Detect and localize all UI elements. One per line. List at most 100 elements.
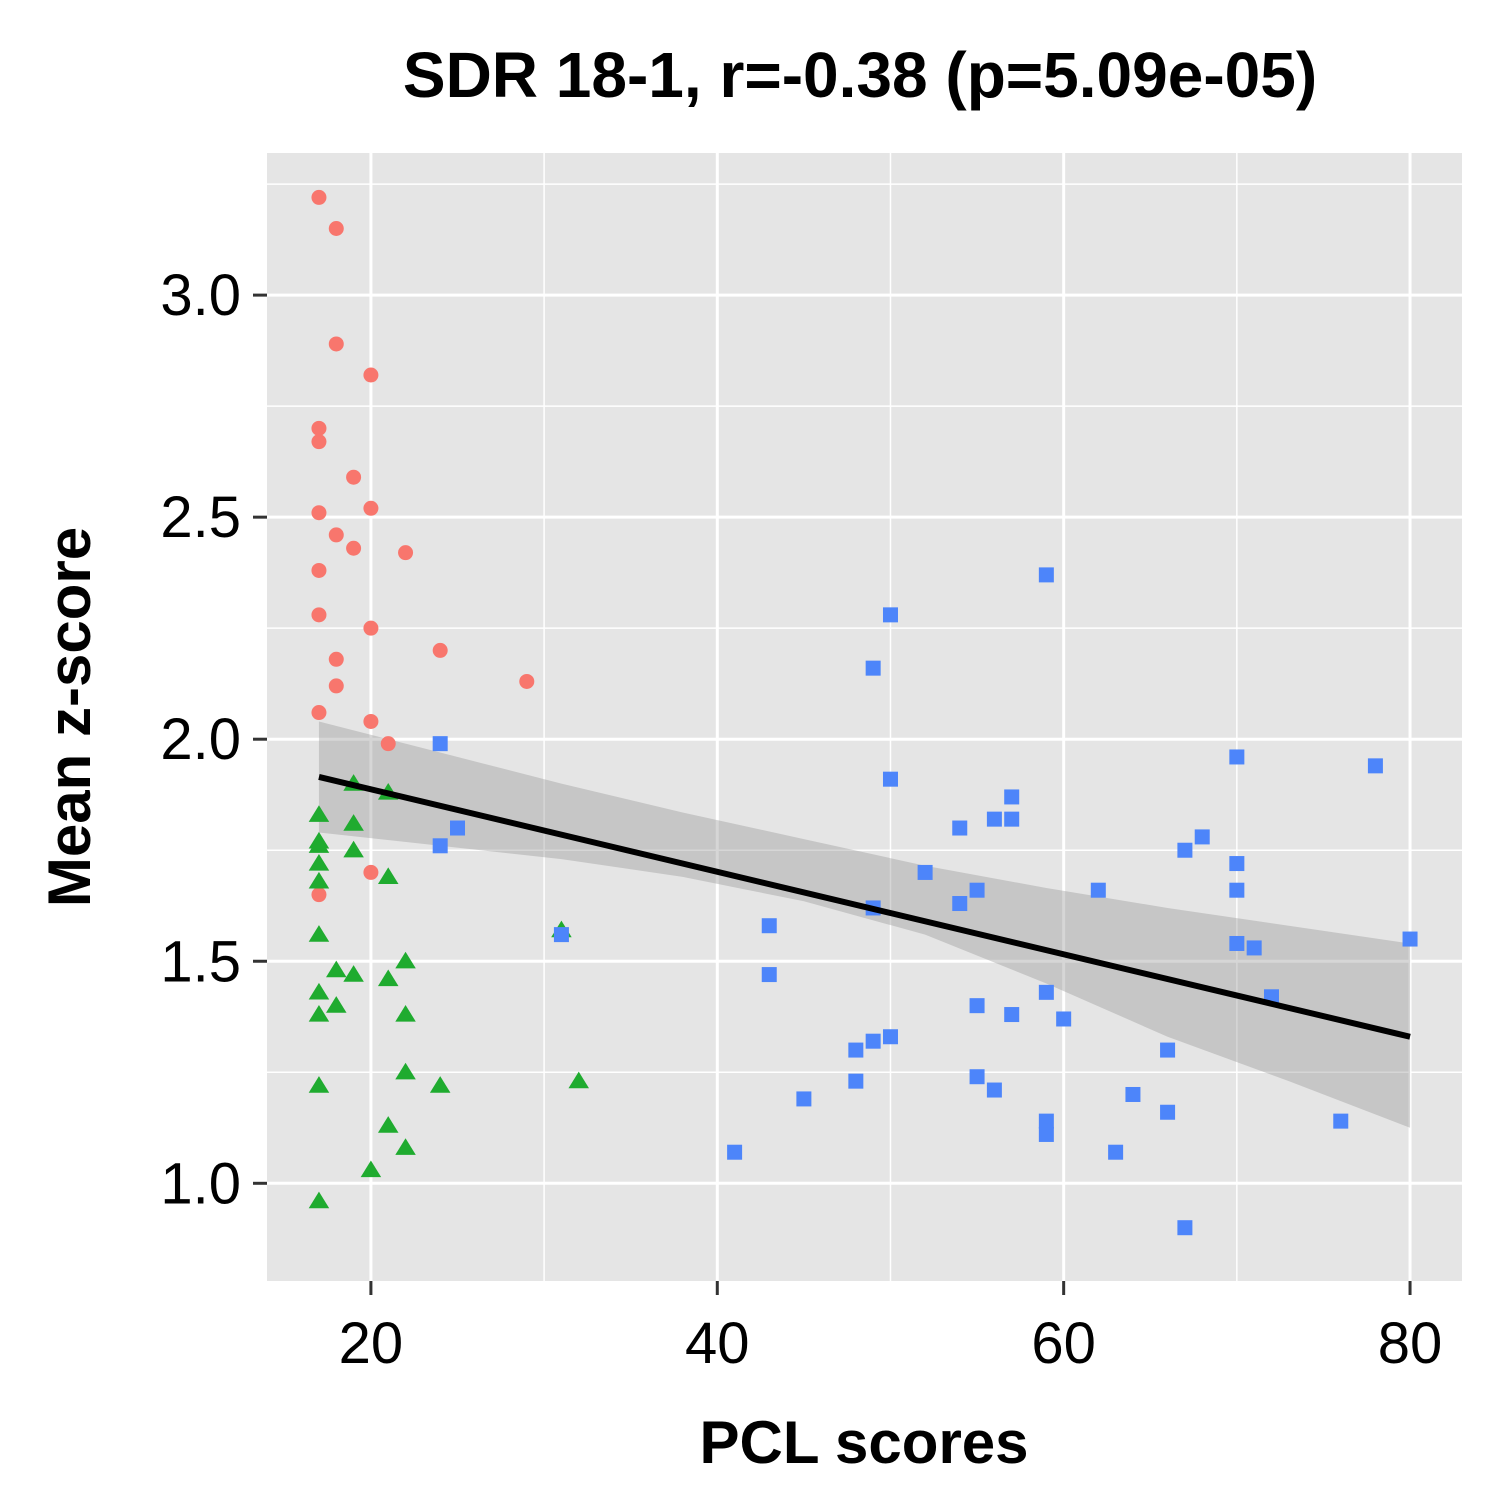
data-point-square	[727, 1144, 743, 1160]
data-point-triangle	[308, 982, 330, 1000]
data-point-triangle	[308, 1076, 330, 1093]
regression-line	[318, 774, 1411, 1040]
data-point-square	[969, 1069, 985, 1085]
data-point-circle	[380, 736, 396, 752]
data-point-triangle	[343, 840, 364, 858]
data-point-circle	[519, 673, 535, 689]
x-tick-label: 80	[1378, 1311, 1443, 1376]
data-point-square	[1038, 1113, 1054, 1129]
fit-line-layer	[318, 774, 1411, 1040]
data-point-circle	[363, 713, 379, 729]
data-point-triangle	[326, 960, 347, 978]
data-point-square	[917, 864, 933, 880]
data-point-square	[1038, 567, 1054, 583]
data-point-circle	[311, 505, 327, 521]
plot-panel	[267, 153, 1462, 1281]
data-point-square	[1004, 1007, 1020, 1023]
data-point-square	[761, 967, 777, 983]
data-point-triangle	[308, 1005, 330, 1022]
data-point-circle	[363, 500, 379, 516]
data-point-square	[848, 1073, 864, 1089]
data-point-square	[1177, 842, 1193, 858]
data-point-triangle	[568, 1071, 589, 1089]
data-point-circle	[346, 540, 362, 556]
data-point-square	[553, 927, 569, 943]
data-point-circle	[311, 562, 327, 578]
grid-minor	[267, 153, 1462, 1281]
data-point-triangle	[395, 951, 416, 969]
data-point-square	[969, 998, 985, 1014]
data-point-square	[450, 820, 466, 836]
data-point-square	[1246, 940, 1262, 956]
data-point-square	[1229, 856, 1245, 872]
data-point-circle	[311, 887, 327, 903]
data-point-square	[1108, 1144, 1124, 1160]
data-point-circle	[311, 607, 327, 623]
data-point-square	[1367, 758, 1383, 774]
confidence-band	[318, 721, 1411, 1128]
data-point-circle	[328, 527, 344, 543]
data-point-triangle	[429, 1076, 451, 1093]
data-point-circle	[311, 705, 327, 721]
data-point-triangle	[326, 996, 347, 1013]
data-point-circle	[328, 651, 344, 667]
data-point-triangle	[308, 854, 330, 871]
y-axis-title: Mean z-score	[36, 527, 103, 907]
data-point-circle	[311, 420, 327, 436]
x-axis-title: PCL scores	[699, 1409, 1028, 1476]
points-layer	[308, 189, 1418, 1236]
data-point-square	[882, 607, 898, 623]
data-point-circle	[311, 189, 327, 205]
data-point-square	[1229, 749, 1245, 765]
chart-title: SDR 18-1, r=-0.38 (p=5.09e-05)	[403, 39, 1317, 111]
data-point-square	[986, 811, 1002, 827]
data-point-square	[986, 1082, 1002, 1098]
grid-major	[267, 153, 1462, 1281]
data-point-triangle	[395, 1062, 416, 1080]
data-point-triangle	[395, 1138, 416, 1155]
data-point-square	[1177, 1220, 1193, 1236]
data-point-triangle	[343, 965, 364, 982]
data-point-square	[761, 918, 777, 934]
data-point-triangle	[377, 1116, 399, 1133]
data-point-triangle	[308, 836, 330, 853]
data-point-square	[1402, 931, 1418, 947]
data-point-square	[1160, 1104, 1176, 1120]
data-point-square	[952, 896, 968, 912]
data-point-square	[432, 838, 448, 854]
data-point-square	[882, 1029, 898, 1045]
data-point-triangle	[308, 805, 330, 822]
data-point-square	[1229, 882, 1245, 898]
data-point-square	[1229, 935, 1245, 951]
data-point-square	[865, 1033, 881, 1049]
data-point-square	[1090, 882, 1106, 898]
y-axis: 1.0 1.5 2.0 2.5 3.0	[160, 263, 267, 1216]
data-point-square	[1125, 1086, 1141, 1102]
data-point-square	[1038, 984, 1054, 1000]
data-point-triangle	[377, 969, 399, 987]
data-point-circle	[432, 642, 448, 658]
data-point-square	[952, 820, 968, 836]
data-point-circle	[398, 545, 414, 561]
data-point-square	[1333, 1113, 1349, 1129]
data-point-square	[1056, 1011, 1072, 1027]
data-point-square	[1160, 1042, 1176, 1058]
data-point-triangle	[377, 867, 399, 884]
data-point-square	[796, 1091, 812, 1107]
y-tick-label: 3.0	[160, 263, 241, 328]
x-tick-label: 60	[1031, 1311, 1096, 1376]
data-point-circle	[328, 678, 344, 694]
data-point-circle	[363, 864, 379, 880]
y-tick-label: 2.0	[160, 707, 241, 772]
data-point-circle	[363, 367, 379, 383]
y-tick-label: 1.5	[160, 929, 241, 994]
data-point-circle	[363, 620, 379, 636]
data-point-circle	[311, 434, 327, 450]
data-point-square	[882, 771, 898, 787]
data-point-square	[969, 882, 985, 898]
y-tick-label: 2.5	[160, 485, 241, 550]
data-point-square	[1004, 811, 1020, 827]
data-point-square	[848, 1042, 864, 1058]
data-point-circle	[328, 336, 344, 352]
